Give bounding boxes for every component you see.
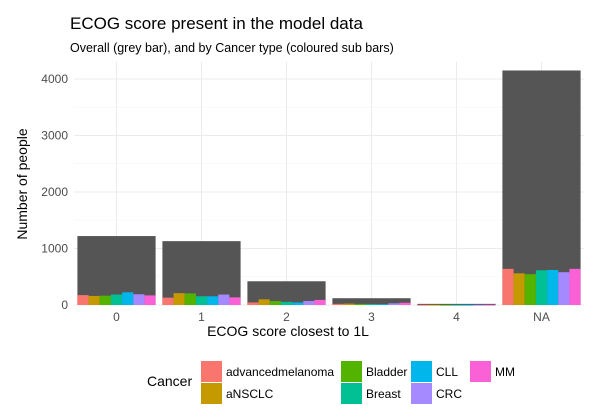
y-tick-label: 0 xyxy=(61,298,68,312)
sub-bar-breast xyxy=(280,301,293,305)
overall-bar xyxy=(417,303,496,305)
overall-bar xyxy=(502,70,581,305)
sub-bar-mm xyxy=(314,299,326,305)
sub-bar-cll xyxy=(292,302,304,305)
y-axis-title: Number of people xyxy=(14,128,30,240)
legend-label-advancedmelanoma: advancedmelanoma xyxy=(226,365,334,379)
y-tick-label: 3000 xyxy=(41,128,68,142)
x-tick-label: 3 xyxy=(368,310,375,324)
sub-bar-crc xyxy=(388,303,400,305)
x-axis-title: ECOG score closest to 1L xyxy=(207,323,369,339)
legend-label-breast: Breast xyxy=(366,387,401,401)
sub-bar-ansclc xyxy=(513,273,525,305)
sub-bar-advancedmelanoma xyxy=(502,268,514,305)
sub-bar-cll xyxy=(547,269,559,305)
legend-title: Cancer xyxy=(147,373,192,389)
legend-label-ansclc: aNSCLC xyxy=(226,387,274,401)
y-tick-label: 2000 xyxy=(41,185,68,199)
plot-area: 0 1000 2000 3000 4000 0 1 2 3 4 NA xyxy=(41,62,584,324)
sub-bar-breast xyxy=(535,270,548,305)
sub-bar-mm xyxy=(144,295,156,305)
x-tick-label: 0 xyxy=(113,310,120,324)
sub-bar-crc xyxy=(473,304,485,306)
sub-bar-crc xyxy=(303,301,315,305)
sub-bar-ansclc xyxy=(88,295,100,305)
sub-bar-advancedmelanoma xyxy=(77,295,89,305)
sub-bar-crc xyxy=(133,294,145,305)
legend-key-crc xyxy=(411,383,432,404)
legend-label-cll: CLL xyxy=(436,365,458,379)
legend-label-bladder: Bladder xyxy=(366,365,407,379)
sub-bar-advancedmelanoma xyxy=(162,297,174,305)
sub-bar-cll xyxy=(207,296,219,305)
overall-bar xyxy=(247,281,326,305)
legend-key-breast xyxy=(341,383,362,404)
sub-bar-bladder xyxy=(184,293,196,305)
chart-subtitle: Overall (grey bar), and by Cancer type (… xyxy=(70,41,394,55)
sub-bar-ansclc xyxy=(428,304,440,306)
sub-bar-advancedmelanoma xyxy=(247,302,259,305)
x-tick-label: 1 xyxy=(198,310,205,324)
y-tick-label: 1000 xyxy=(41,241,68,255)
overall-bar xyxy=(77,236,156,305)
sub-bar-advancedmelanoma xyxy=(332,303,344,305)
chart-title: ECOG score present in the model data xyxy=(70,14,363,33)
sub-bar-breast xyxy=(110,294,123,305)
sub-bar-mm xyxy=(229,297,241,305)
x-tick-label: 2 xyxy=(283,310,290,324)
sub-bar-crc xyxy=(218,294,230,305)
sub-bar-bladder xyxy=(99,295,111,305)
sub-bar-crc xyxy=(558,272,570,305)
sub-bar-bladder xyxy=(269,301,281,305)
legend: Cancer advancedmelanoma aNSCLC Bladder Brea… xyxy=(147,361,515,404)
x-tick-label: 4 xyxy=(453,310,460,324)
sub-bar-bladder xyxy=(354,303,366,305)
sub-bar-ansclc xyxy=(258,299,270,305)
x-tick-label: NA xyxy=(533,310,550,324)
sub-bar-bladder xyxy=(524,274,536,305)
sub-bar-cll xyxy=(462,304,474,306)
sub-bar-cll xyxy=(377,304,389,305)
sub-bar-mm xyxy=(399,302,411,305)
sub-bar-mm xyxy=(569,268,581,305)
sub-bar-breast xyxy=(195,296,208,305)
sub-bar-mm xyxy=(484,304,496,306)
legend-key-ansclc xyxy=(201,383,222,404)
legend-key-bladder xyxy=(341,361,362,382)
legend-label-crc: CRC xyxy=(436,387,462,401)
sub-bar-advancedmelanoma xyxy=(417,304,429,306)
sub-bar-breast xyxy=(365,303,378,305)
legend-label-mm: MM xyxy=(495,365,515,379)
legend-key-cll xyxy=(411,361,432,382)
sub-bar-breast xyxy=(450,304,463,306)
sub-bar-ansclc xyxy=(173,293,185,305)
legend-key-advancedmelanoma xyxy=(201,361,222,382)
legend-key-mm xyxy=(470,361,491,382)
y-tick-label: 4000 xyxy=(41,72,68,86)
sub-bar-cll xyxy=(122,292,134,305)
sub-bar-ansclc xyxy=(343,303,355,305)
sub-bar-bladder xyxy=(439,304,451,306)
overall-bar xyxy=(332,298,411,305)
